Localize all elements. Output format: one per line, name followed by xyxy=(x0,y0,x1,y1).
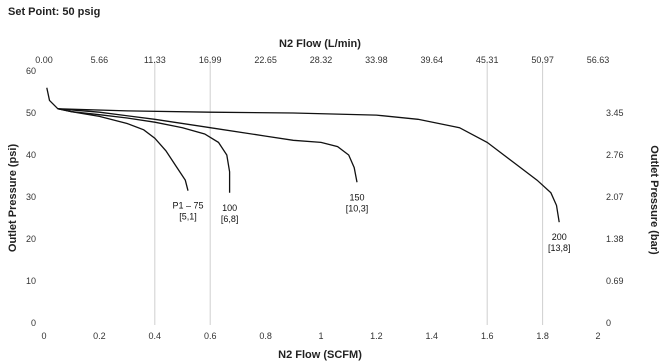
curve-labels: P1 – 75[5,1] 100[6,8] 150[10,3] 200[13,8] xyxy=(173,192,571,253)
right-y-tick-label: 0.69 xyxy=(606,276,624,286)
x-tick-label: 1.6 xyxy=(481,331,494,341)
x-tick-label: 1.2 xyxy=(370,331,383,341)
set-point-label: Set Point: 50 psig xyxy=(8,6,101,18)
right-y-tick-label: 0 xyxy=(606,318,611,328)
curve-label-1: P1 – 75 xyxy=(173,201,204,211)
flow-curve-1 xyxy=(46,87,189,191)
right-y-axis-title: Outlet Pressure (bar) xyxy=(648,145,660,255)
x-tick-label: 2 xyxy=(595,331,600,341)
right-y-tick-label: 1.38 xyxy=(606,234,624,244)
flow-curves xyxy=(46,87,560,223)
y-tick-label: 20 xyxy=(26,234,36,244)
top-x-tick-label: 50.97 xyxy=(531,55,554,65)
top-x-tick-label: 0.00 xyxy=(35,55,53,65)
x-tick-label: 1.4 xyxy=(426,331,439,341)
top-x-tick-label: 45.31 xyxy=(476,55,499,65)
bottom-x-axis-title: N2 Flow (SCFM) xyxy=(278,349,362,361)
y-tick-label: 30 xyxy=(26,192,36,202)
bottom-x-tick-labels: 0 0.2 0.4 0.6 0.8 1 1.2 1.4 1.6 1.8 2 xyxy=(41,331,600,341)
curve-sublabel-2: [6,8] xyxy=(221,214,239,224)
curve-label-3: 150 xyxy=(349,192,364,202)
y-tick-label: 40 xyxy=(26,150,36,160)
y-tick-label: 10 xyxy=(26,276,36,286)
right-y-tick-labels: 0 0.69 1.38 2.07 2.76 3.45 xyxy=(606,108,624,328)
curve-sublabel-1: [5,1] xyxy=(179,212,197,222)
right-y-tick-label: 3.45 xyxy=(606,108,624,118)
y-tick-label: 60 xyxy=(26,66,36,76)
right-y-tick-label: 2.76 xyxy=(606,150,624,160)
x-tick-label: 1.8 xyxy=(536,331,549,341)
x-tick-label: 0.2 xyxy=(93,331,106,341)
top-x-tick-label: 22.65 xyxy=(254,55,277,65)
y-tick-label: 50 xyxy=(26,108,36,118)
flow-curve-3 xyxy=(57,108,358,183)
top-x-tick-labels: 0.00 5.66 11.33 16.99 22.65 28.32 33.98 39.64 45… xyxy=(35,55,609,65)
y-tick-label: 0 xyxy=(31,318,36,328)
top-x-tick-label: 5.66 xyxy=(91,55,109,65)
right-y-tick-label: 2.07 xyxy=(606,192,624,202)
curve-sublabel-4: [13,8] xyxy=(548,243,571,253)
left-y-axis-title: Outlet Pressure (psi) xyxy=(7,144,19,253)
left-y-tick-labels: 0 10 20 30 40 50 60 xyxy=(26,66,36,328)
grid-lines xyxy=(154,61,544,325)
x-tick-label: 1 xyxy=(318,331,323,341)
top-x-tick-label: 39.64 xyxy=(421,55,444,65)
x-tick-label: 0.8 xyxy=(259,331,272,341)
top-x-tick-label: 28.32 xyxy=(310,55,333,65)
x-tick-label: 0.4 xyxy=(149,331,162,341)
top-x-tick-label: 33.98 xyxy=(365,55,388,65)
curve-label-2: 100 xyxy=(222,203,237,213)
x-tick-label: 0 xyxy=(41,331,46,341)
curve-label-4: 200 xyxy=(552,232,567,242)
top-x-tick-label: 56.63 xyxy=(587,55,610,65)
flow-curve-2 xyxy=(57,108,231,193)
flow-curve-4 xyxy=(57,108,560,223)
top-x-tick-label: 16.99 xyxy=(199,55,222,65)
curve-sublabel-3: [10,3] xyxy=(346,203,369,213)
top-x-axis-title: N2 Flow (L/min) xyxy=(279,38,361,50)
top-x-tick-label: 11.33 xyxy=(144,55,166,65)
x-tick-label: 0.6 xyxy=(204,331,217,341)
